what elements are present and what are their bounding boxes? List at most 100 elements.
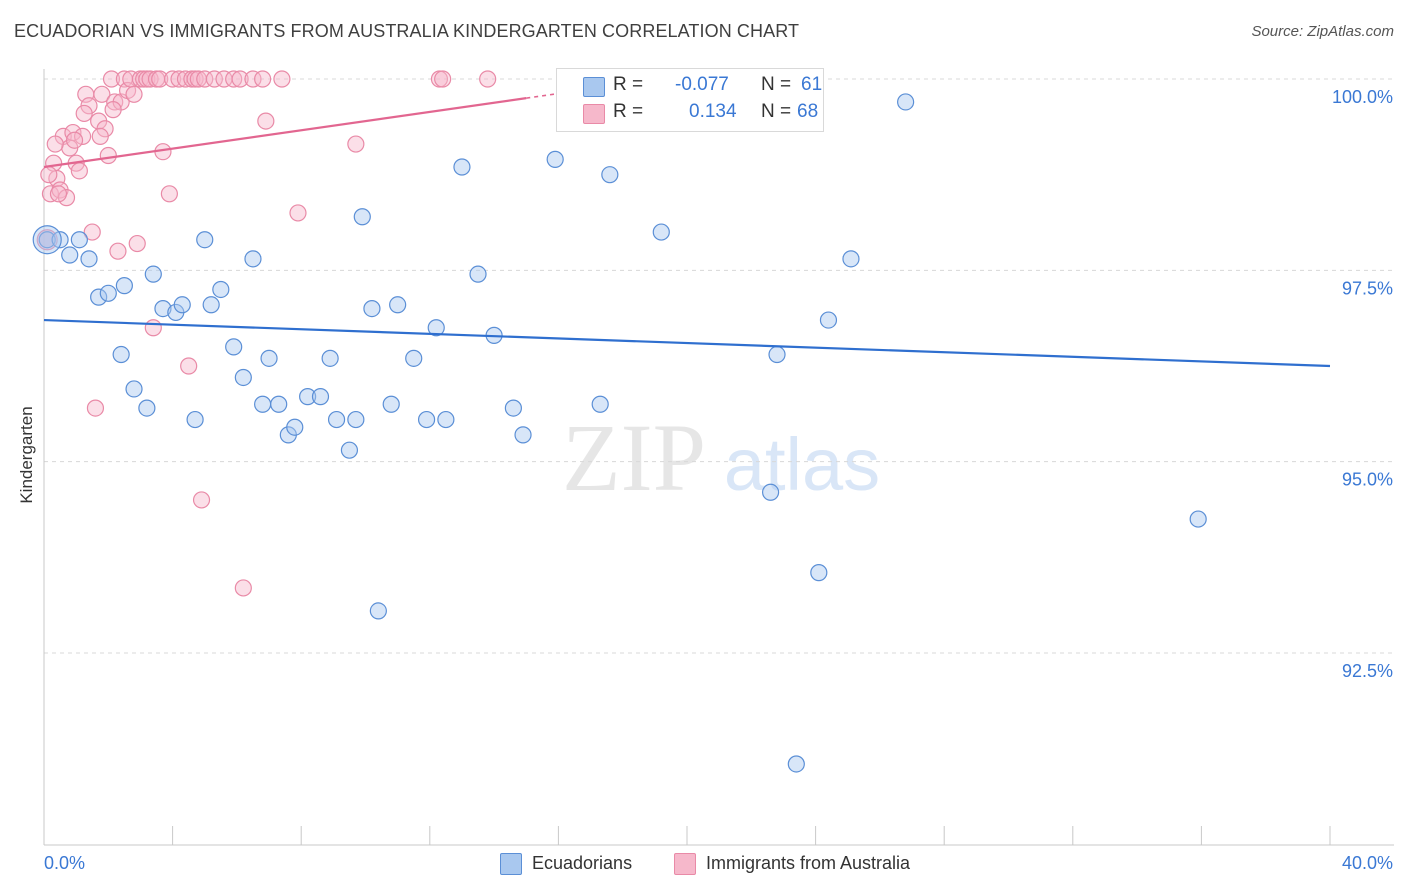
x-tick-label: 0.0% [44,853,85,873]
ecuadorian-point [504,399,522,417]
australia-trend-line [43,97,527,169]
australia-point [109,242,127,260]
ecuadorian-point [652,223,670,241]
australia-point [65,131,84,149]
trend-lines [43,91,1331,368]
ecuadorian-point [311,388,330,406]
australia-point [104,101,122,119]
ecuadorian-point [787,755,805,773]
australia-point [141,70,159,88]
ecuadorian-point [761,483,780,501]
australia-point [99,146,117,165]
legend-n-value: 61 [801,74,823,95]
axes [43,69,1394,846]
ecuadorian-point [154,300,172,318]
australia-point [257,112,275,130]
y-tick-label: 95.0% [1342,470,1393,490]
ecuadorian-point [321,349,339,367]
australia-point [196,70,214,88]
watermark: ZIP atlas [562,404,880,511]
australia-point [40,166,58,184]
australia-point [244,70,262,88]
axis-labels: 92.5% 95.0% 97.5% 100.0% 0.0% 40.0% Kindergart… [17,87,1393,873]
australia-point [347,135,365,153]
ecuadorians-points [32,70,1207,773]
y-tick-label: 92.5% [1342,661,1393,681]
ecuadorian-point [144,265,162,283]
source-label: Source: ZipAtlas.com [1251,23,1394,40]
ecuadorian-point [38,231,56,249]
ecuadorian-point [768,345,786,364]
ecuadorian-point [601,166,619,184]
ecuadorian-point [270,395,288,413]
ecuadorian-point [417,410,436,429]
legend-r-value: 0.134 [689,101,737,122]
ecuadorian-point [363,300,381,318]
ecuadorian-point [437,410,455,429]
ecuadorian-point [546,150,564,168]
y-tick-label: 97.5% [1342,278,1393,298]
ecuadorian-point [115,277,133,295]
australia-point [192,491,211,509]
ecuadorian-point [819,311,838,329]
legend-n-label: N = [761,74,792,95]
ecuadorian-point [260,349,278,367]
gridlines [44,78,1394,654]
ecuadorian-point [382,395,400,413]
ecuadorian-point [61,246,79,264]
ecuadorian-point [842,250,860,268]
legend-swatch-blue [500,853,522,875]
ecuadorian-point [254,395,272,413]
ecuadorian-point-cluster [32,225,62,255]
australia-point [102,70,121,88]
australia-point [231,70,249,88]
ecuadorian-point [810,564,828,582]
ecuadorian-point [99,284,117,302]
australia-point [273,70,291,88]
ecuadorian-point [591,395,609,413]
ecuadorian-point [70,231,88,249]
immigrants-australia-points [36,70,497,597]
legend-swatch-pink [674,853,696,875]
australia-point [70,162,88,180]
ecuadorian-point [80,250,98,268]
ecuadorian-point [327,410,346,429]
ecuadorian-point [212,280,230,299]
australia-point [164,70,182,88]
ecuadorian-point [51,231,69,249]
australia-point [57,189,76,207]
x-tick-label: 40.0% [1342,853,1393,873]
ecuadorian-point [453,158,471,176]
ecuadorian-point [125,380,143,398]
correlation-legend: R = -0.077 N = 61 R = 0.134 N = 68 [556,68,824,132]
australia-point [125,85,143,103]
australia-point [176,70,195,88]
ecuadorian-point [353,208,371,226]
australia-point [479,70,497,88]
ecuadorian-point [405,349,423,367]
ecuadorian-point [1189,510,1207,528]
ecuadorian-point [225,338,243,356]
australia-point [289,204,307,222]
australia-point [434,70,452,88]
ecuadorian-point [340,441,359,459]
watermark-zip: ZIP [562,404,706,511]
ecuadorian-point [202,296,220,314]
australia-point [144,319,162,337]
australia-point [46,135,64,153]
ecuadorian-point [138,399,156,417]
ecuadorian-point [347,410,365,429]
australia-point [75,104,93,123]
ecuadorian-point [389,296,407,314]
australia-point [180,357,198,375]
chart-title: ECUADORIAN VS IMMIGRANTS FROM AUSTRALIA … [14,21,800,41]
australia-point [234,579,252,597]
australia-point [225,70,243,88]
ecuadorian-point [427,319,445,337]
legend-r-label: R = [613,74,644,95]
ecuadorian-point [897,93,915,111]
ecuadorian-point [173,296,191,314]
watermark-atlas: atlas [724,423,880,506]
ecuadorian-point [369,602,387,620]
